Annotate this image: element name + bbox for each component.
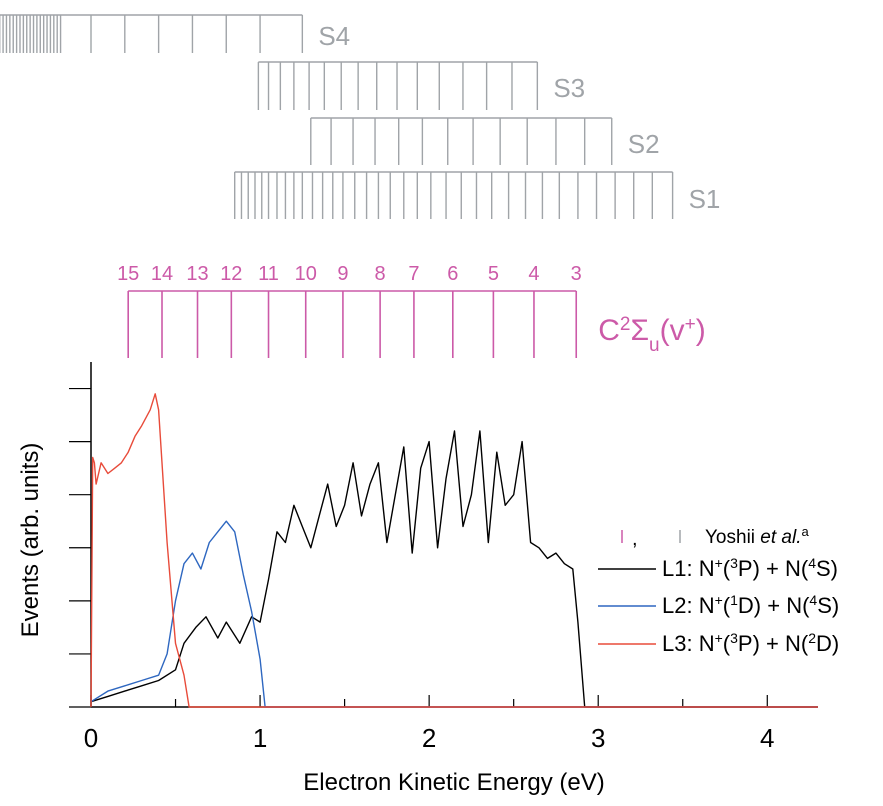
vibrational-level-label: 13 <box>186 263 208 285</box>
x-tick-label: 3 <box>591 723 605 753</box>
progression-4: 15 14 13 12 11 10 9 8 7 6 5 4 3 C2Σu(v+) <box>117 263 706 358</box>
series-line-l2 <box>90 520 818 708</box>
y-axis-label: Events (arb. units) <box>17 443 44 638</box>
x-tick-label: 0 <box>84 723 98 753</box>
progression-label: S2 <box>628 129 660 159</box>
progression-1: S3 <box>257 61 585 110</box>
legend: , Yoshii et al.a L1: N+(3P) + N(4S) L2: N+… <box>598 524 839 656</box>
series-line-l3 <box>90 393 818 708</box>
progression-label: S4 <box>318 21 350 51</box>
x-tick-label: 4 <box>760 723 774 753</box>
legend-label-l3: L3: N+(3P) + N(2D) <box>662 630 839 656</box>
vibrational-level-label: 12 <box>220 263 242 285</box>
data-series <box>90 393 818 708</box>
progression-0: S4 <box>0 14 350 53</box>
legend-reference: Yoshii et al.a <box>705 524 810 549</box>
vibrational-level-label: 7 <box>408 263 419 285</box>
vibrational-level-label: 10 <box>295 263 317 285</box>
x-tick-label: 1 <box>253 723 267 753</box>
legend-label-l1: L1: N+(3P) + N(4S) <box>662 555 838 581</box>
progression-3: S1 <box>234 171 721 219</box>
vibrational-level-label: 4 <box>528 263 539 285</box>
vibrational-level-label: 3 <box>571 263 582 285</box>
vibrational-level-label: 15 <box>117 263 139 285</box>
progression-markers: S4 S3 S2 S1 15 14 13 12 11 10 9 8 7 6 5 4 3 C2Σu(v+) <box>0 14 721 358</box>
vibrational-level-label: 9 <box>337 263 348 285</box>
progression-label: S1 <box>689 184 721 214</box>
x-axis-label: Electron Kinetic Energy (eV) <box>303 769 604 796</box>
x-tick-label: 2 <box>422 723 436 753</box>
vibrational-level-label: 6 <box>447 263 458 285</box>
legend-separator: , <box>632 528 638 550</box>
vibrational-level-label: 14 <box>151 263 173 285</box>
vibrational-level-label: 5 <box>488 263 499 285</box>
legend-label-l2: L2: N+(1D) + N(4S) <box>662 592 839 618</box>
progression-2: S2 <box>310 117 660 165</box>
vibrational-level-label: 8 <box>375 263 386 285</box>
series-line-l1 <box>90 430 818 708</box>
progression-label: C2Σu(v+) <box>598 314 705 356</box>
progression-label: S3 <box>553 73 585 103</box>
vibrational-level-label: 11 <box>258 263 279 285</box>
